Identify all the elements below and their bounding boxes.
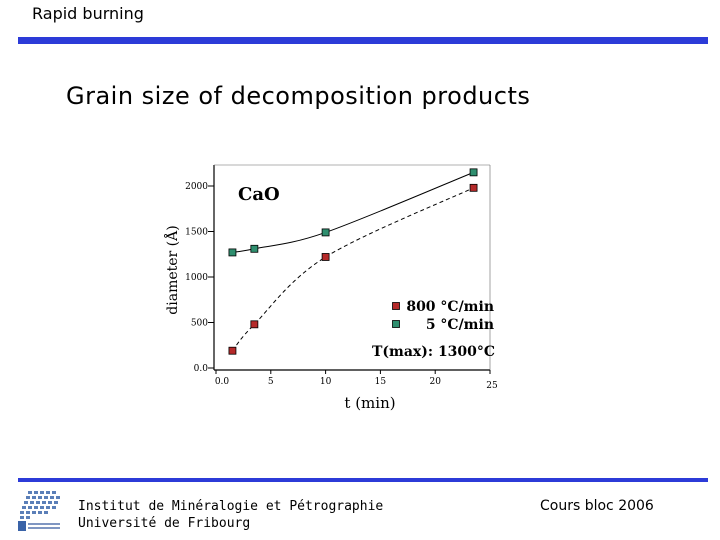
x-tick-label: 5 [268, 377, 274, 387]
chart-axes: 0.0 500 1000 1500 2000 0.0 5 10 15 20 25 [185, 164, 498, 391]
chart-points [228, 168, 478, 355]
university-logo-icon [18, 491, 60, 531]
data-point-series-1 [321, 253, 330, 261]
data-point-series-1 [250, 320, 259, 329]
y-tick-label: 0.0 [194, 364, 209, 374]
y-tick-label: 2000 [185, 182, 208, 192]
footer-rule [18, 478, 708, 482]
course-label: Cours bloc 2006 [540, 498, 654, 514]
y-tick-label: 1000 [185, 273, 208, 283]
chart-curves [232, 171, 474, 352]
institute-name: Institut de Minéralogie et Pétrographie [78, 499, 384, 514]
legend-label-1: 800 °C/min [406, 299, 494, 315]
data-point-series-1 [469, 183, 478, 192]
data-point-series-2 [321, 228, 330, 237]
legend-marker-1 [392, 302, 400, 310]
institute-block: Institut de Minéralogie et Pétrographie … [78, 498, 383, 532]
slide-title: Grain size of decomposition products [66, 82, 531, 110]
chart-note: T(max): 1300°C [372, 344, 495, 360]
x-tick-label: 20 [429, 377, 441, 387]
x-tick-label: 10 [320, 377, 332, 387]
series-line-1 [232, 187, 474, 352]
legend-label-2: 5 °C/min [426, 317, 494, 333]
x-tick-label: 15 [375, 377, 387, 387]
y-tick-label: 1500 [185, 228, 208, 238]
data-point-series-2 [469, 168, 478, 177]
x-axis-label: t (min) [344, 394, 395, 412]
legend-marker-2 [392, 320, 400, 328]
y-axis-label: diameter (Å) [163, 225, 181, 314]
x-tick-label: 25 [486, 381, 498, 391]
university-name: Université de Fribourg [78, 516, 251, 531]
header-rule [18, 37, 708, 44]
y-tick-label: 500 [191, 319, 208, 329]
series-line-2 [232, 171, 474, 253]
header-title: Rapid burning [32, 4, 144, 23]
data-point-series-2 [250, 244, 259, 253]
data-point-series-2 [228, 248, 237, 257]
chart-annotation: CaO [238, 184, 280, 205]
data-point-series-1 [228, 346, 237, 355]
chart-legend: 800 °C/min 5 °C/min [392, 299, 494, 333]
x-tick-label: 0.0 [215, 377, 230, 387]
